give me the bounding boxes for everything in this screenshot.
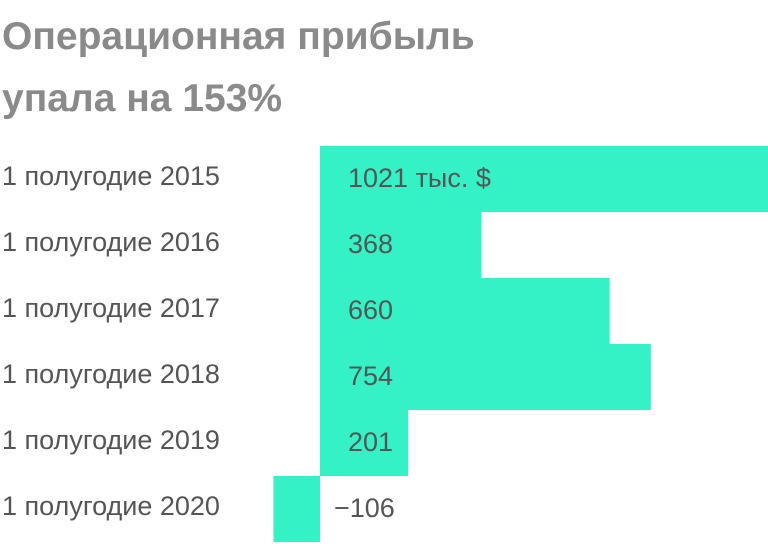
y-tick-label: 1 полугодие 2020 [2,491,220,521]
value-label: 1021 тыс. $ [348,163,491,193]
bar [320,278,610,344]
bar [320,212,482,278]
value-label: 754 [348,361,393,391]
value-label: −106 [334,493,395,523]
y-tick-label: 1 полугодие 2017 [2,293,220,323]
chart-title: Операционная прибыль упала на 153% [2,15,475,120]
value-label: 368 [348,229,393,259]
bar [320,146,768,212]
bar [320,344,651,410]
y-tick-label: 1 полугодие 2016 [2,227,220,257]
y-tick-label: 1 полугодие 2018 [2,359,220,389]
y-tick-label: 1 полугодие 2019 [2,425,220,455]
value-label: 660 [348,295,393,325]
bar [320,410,409,476]
y-tick-label: 1 полугодие 2015 [2,161,220,191]
bar [273,476,320,542]
value-label: 201 [348,427,393,457]
